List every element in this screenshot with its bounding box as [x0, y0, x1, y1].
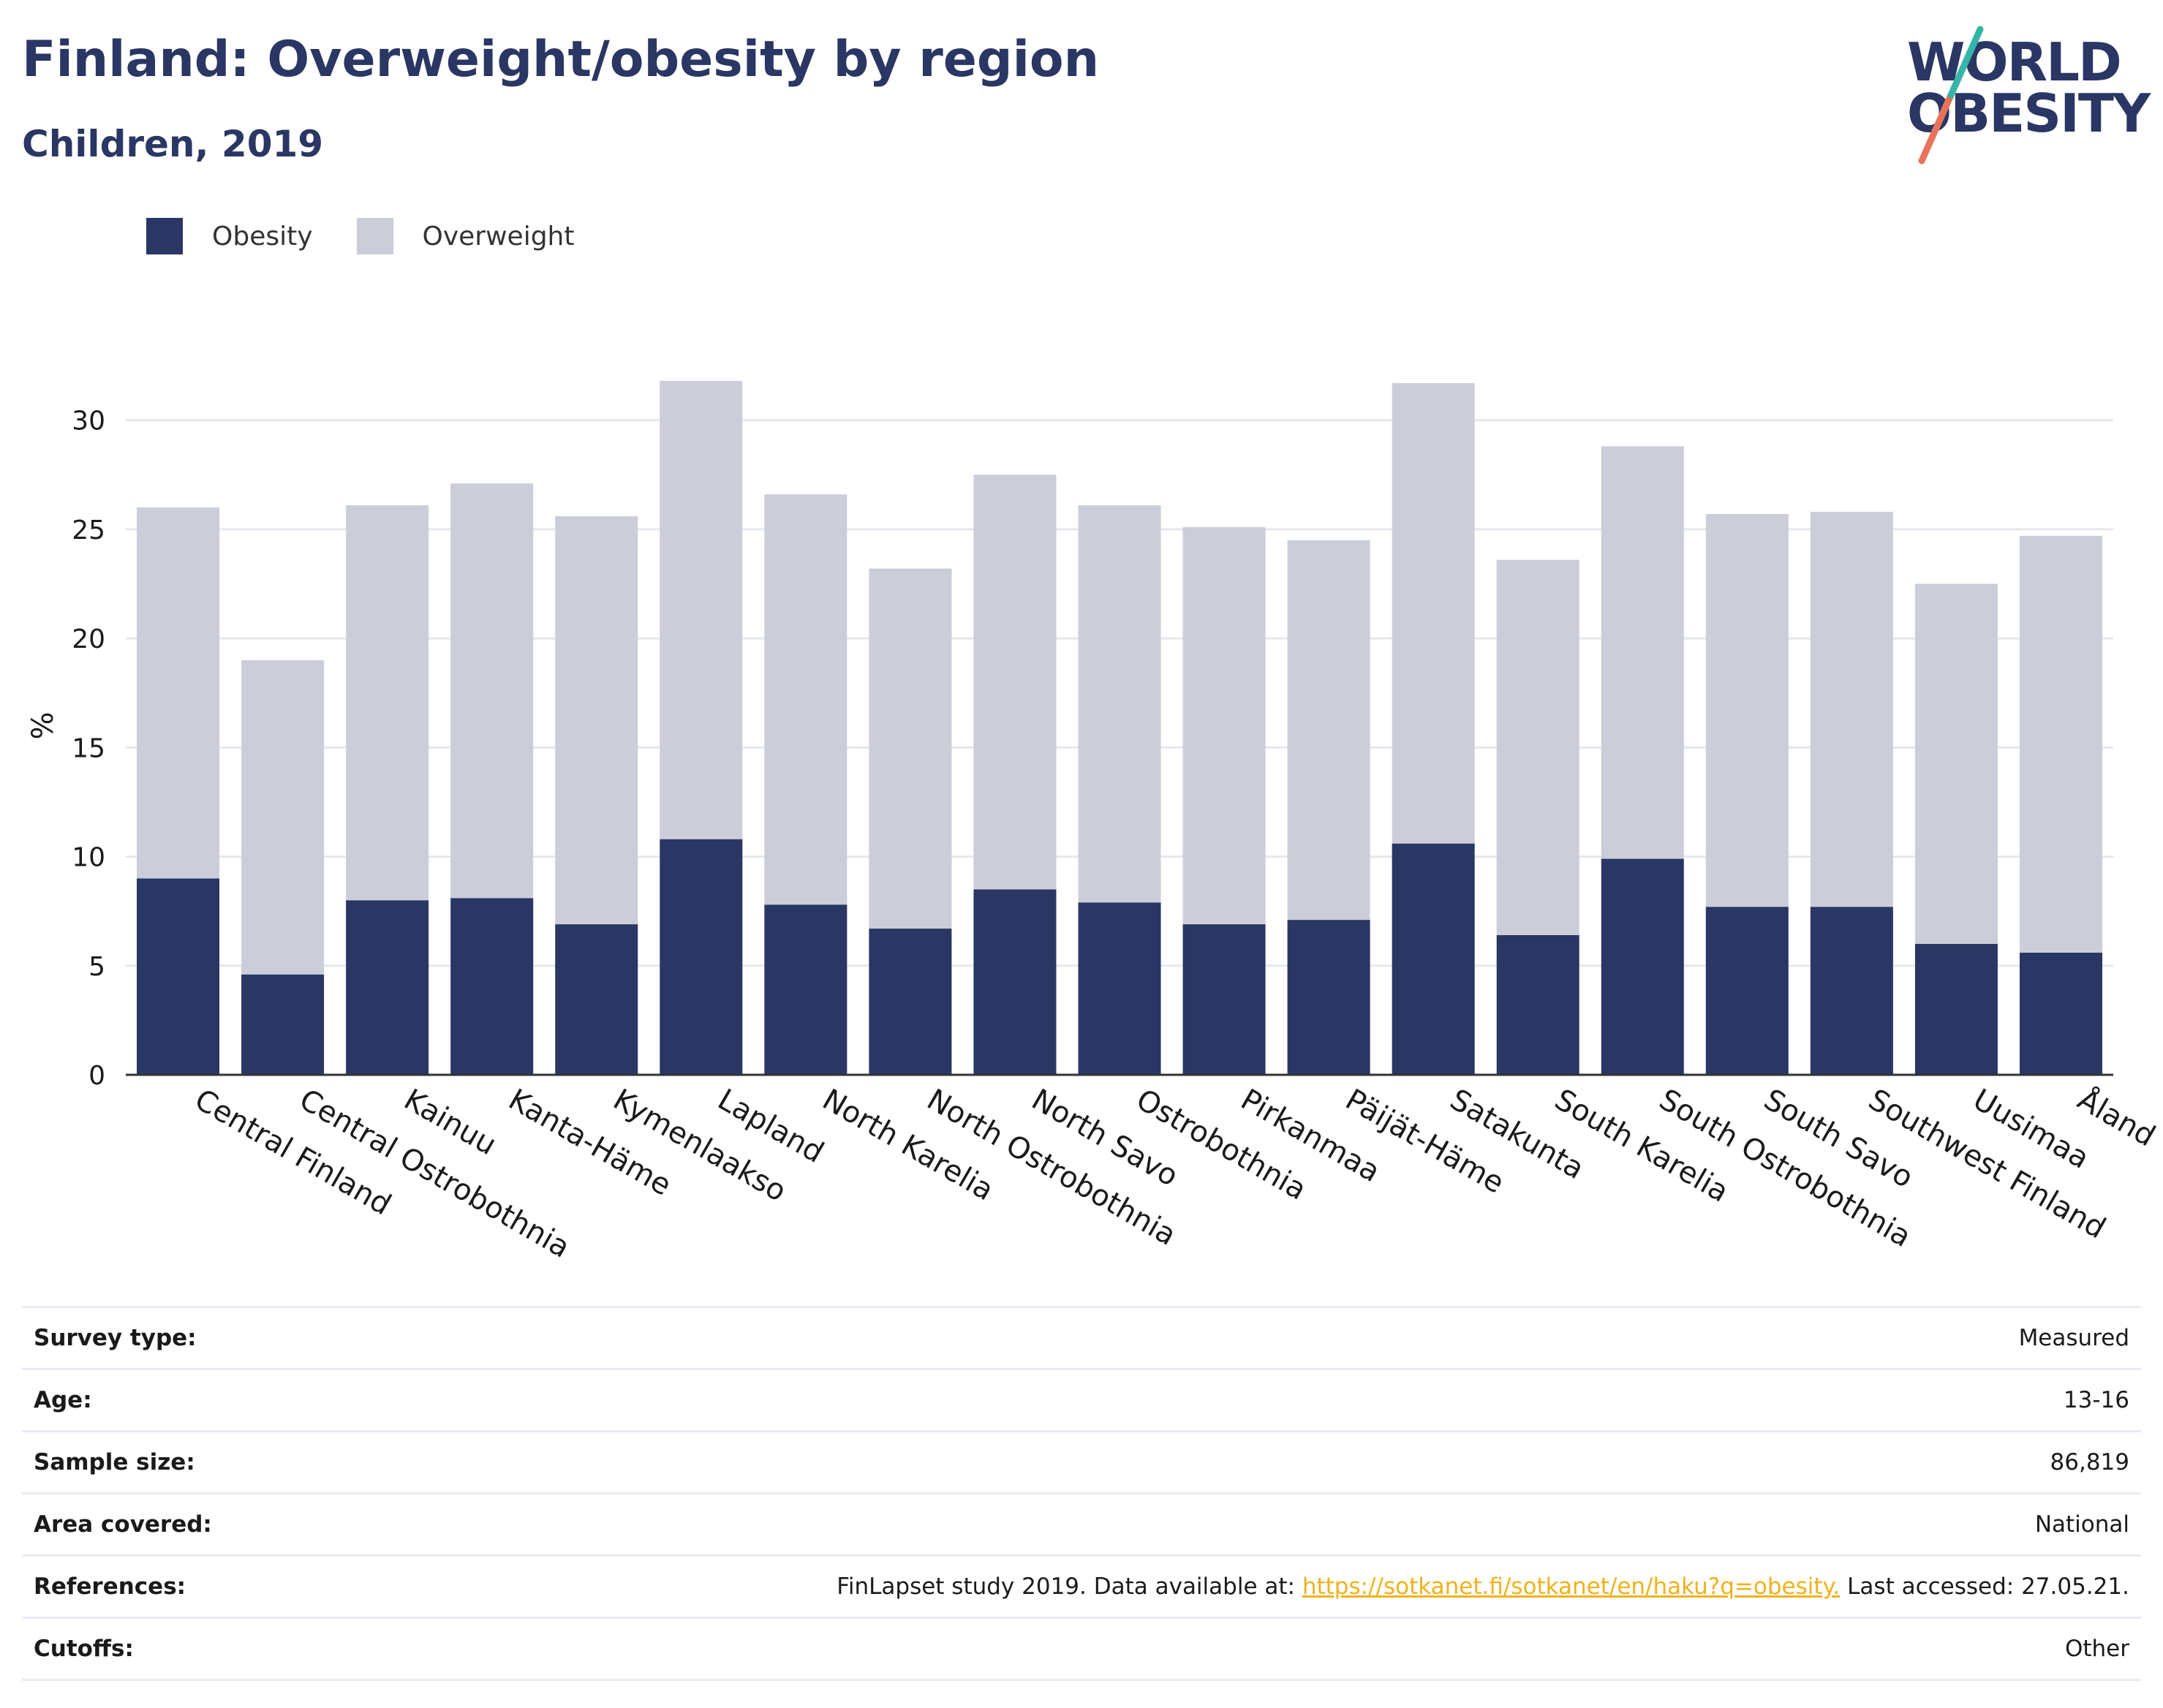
y-tick-label: 5	[88, 952, 105, 982]
meta-label: Area covered:	[22, 1492, 304, 1556]
bar-obesity	[450, 898, 534, 1075]
bar-overweight	[1392, 382, 1475, 844]
bar-obesity	[2019, 952, 2102, 1075]
page-subtitle: Children, 2019	[22, 123, 324, 165]
reference-text: FinLapset study 2019. Data available at:	[837, 1573, 1302, 1600]
legend-label-obesity: Obesity	[212, 221, 313, 252]
bar-overweight	[1078, 505, 1161, 903]
bar-overweight	[1601, 446, 1684, 859]
y-tick-label: 25	[72, 515, 105, 545]
bar-overweight	[660, 380, 743, 839]
bar-overweight	[1705, 514, 1789, 907]
meta-value: Measured	[303, 1306, 2141, 1369]
bar-overweight	[1810, 512, 1893, 907]
meta-value: National	[303, 1492, 2141, 1556]
table-row: Survey type: Measured	[22, 1306, 2141, 1369]
bar-obesity	[555, 924, 638, 1075]
legend-item-obesity[interactable]: Obesity	[146, 218, 313, 254]
x-tick-label: Kymenlaakso	[608, 1083, 792, 1209]
meta-label: Sample size:	[22, 1430, 304, 1494]
bar-obesity	[764, 904, 848, 1075]
meta-label: References:	[22, 1554, 304, 1618]
x-tick-label: South Karelia	[1549, 1083, 1734, 1209]
bar-obesity	[1810, 907, 1893, 1075]
bar-obesity	[1287, 920, 1370, 1075]
bar-obesity	[1182, 924, 1266, 1075]
page-title: Finland: Overweight/obesity by region	[22, 31, 1100, 88]
table-row: Area covered: National	[22, 1492, 2141, 1556]
bar-overweight	[555, 516, 638, 925]
bar-obesity	[137, 878, 220, 1075]
y-tick-label: 20	[72, 624, 105, 654]
y-axis-label: %	[26, 711, 60, 739]
bar-obesity	[1601, 858, 1684, 1075]
meta-label: Survey type:	[22, 1306, 304, 1369]
bar-overweight	[241, 660, 325, 975]
legend-label-overweight: Overweight	[422, 221, 575, 252]
meta-value: 13-16	[303, 1368, 2141, 1432]
bar-obesity	[869, 929, 952, 1075]
chart-legend: Obesity Overweight	[146, 218, 618, 254]
bar-overweight	[1287, 540, 1370, 921]
bar-obesity	[1705, 907, 1789, 1075]
reference-accessed: Last accessed: 27.05.21.	[1840, 1573, 2129, 1600]
bar-overweight	[137, 507, 220, 879]
bar-overweight	[1182, 526, 1266, 925]
logo-slash-icon	[1918, 26, 1984, 165]
bar-overweight	[764, 494, 848, 905]
bar-overweight	[1914, 583, 1998, 944]
legend-item-overweight[interactable]: Overweight	[356, 218, 575, 254]
bar-overweight	[2019, 535, 2102, 953]
legend-swatch-overweight	[356, 218, 393, 254]
bar-obesity	[660, 839, 743, 1075]
table-row: References: FinLapset study 2019. Data a…	[22, 1554, 2141, 1618]
bar-obesity	[346, 900, 429, 1075]
logo-text-top: WORLD	[1907, 31, 2122, 93]
bar-overweight	[973, 475, 1057, 890]
meta-label: Age:	[22, 1368, 304, 1432]
survey-metadata-table: Survey type: Measured Age: 13-16 Sample …	[22, 1306, 2141, 1681]
table-row: Sample size: 86,819	[22, 1430, 2141, 1494]
y-tick-label: 15	[72, 733, 105, 763]
table-row: Age: 13-16	[22, 1368, 2141, 1432]
bar-overweight	[1496, 559, 1579, 935]
bar-obesity	[241, 974, 325, 1075]
reference-link[interactable]: https://sotkanet.fi/sotkanet/en/haku?q=o…	[1302, 1573, 1841, 1600]
table-row: Cutoffs: Other	[22, 1617, 2141, 1681]
meta-label: Cutoffs:	[22, 1617, 304, 1681]
y-tick-label: 30	[72, 407, 105, 437]
bar-obesity	[1496, 935, 1579, 1075]
bar-obesity	[973, 889, 1057, 1075]
bar-overweight	[869, 568, 952, 929]
meta-value: Other	[303, 1617, 2141, 1681]
bar-overweight	[346, 505, 429, 901]
bar-obesity	[1392, 843, 1475, 1075]
legend-swatch-obesity	[146, 218, 183, 254]
y-tick-label: 10	[72, 843, 105, 873]
bar-obesity	[1078, 902, 1161, 1075]
bar-obesity	[1914, 943, 1998, 1075]
meta-value: 86,819	[303, 1430, 2141, 1494]
world-obesity-logo: WORLD OBESITY	[1907, 26, 2151, 165]
bar-overweight	[450, 483, 534, 899]
y-tick-label: 0	[88, 1061, 105, 1091]
meta-value: FinLapset study 2019. Data available at:…	[303, 1554, 2141, 1618]
